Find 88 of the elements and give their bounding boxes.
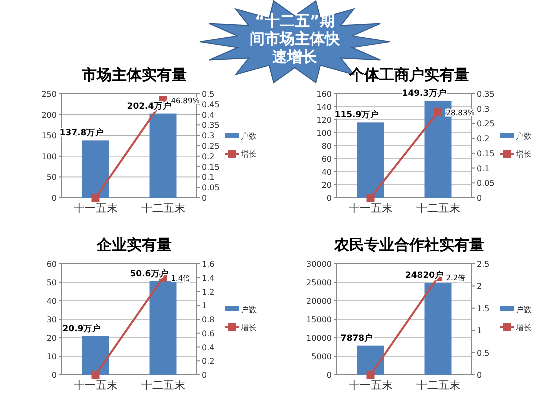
- x-tick-label: 十二五末: [416, 379, 460, 392]
- y2-tick-label: 0.4: [202, 110, 215, 120]
- y2-tick-label: 0.6: [202, 329, 215, 338]
- y2-tick-label: 0.35: [202, 121, 220, 130]
- y2-tick-label: 0.25: [202, 142, 220, 151]
- y2-tick-label: 0.2: [202, 357, 215, 366]
- y-tick-label: 10000: [306, 334, 332, 343]
- y2-tick-label: 0: [202, 194, 208, 203]
- y2-tick-label: 1.4: [202, 274, 215, 283]
- y-tick-label: 0: [52, 194, 57, 203]
- legend-label: 增长: [240, 324, 257, 332]
- y2-tick-label: 0.2: [477, 134, 490, 144]
- y-tick-label: 5000: [312, 352, 332, 362]
- y2-tick-label: 0.3: [477, 104, 490, 114]
- y-tick-label: 60: [322, 155, 332, 164]
- legend-label: 户数: [241, 132, 257, 141]
- y-tick-label: 100: [316, 129, 332, 138]
- chart-title: 个体工商户实有量: [348, 66, 470, 84]
- y2-tick-label: 0.05: [477, 179, 495, 188]
- chart-title: 农民专业合作社实有量: [334, 236, 484, 254]
- y-tick-label: 30000: [306, 260, 332, 269]
- y2-tick-label: 0.3: [202, 132, 215, 141]
- y2-tick-label: 1: [202, 302, 208, 311]
- y-tick-label: 30: [46, 316, 57, 324]
- y2-tick-label: 1: [477, 326, 482, 336]
- y2-tick-label: 2: [477, 282, 482, 292]
- y-tick-label: 80: [322, 142, 332, 151]
- y-tick-label: 25000: [306, 278, 332, 288]
- y-tick-label: 160: [316, 90, 332, 99]
- data-label: 20.9万户: [62, 323, 102, 334]
- y-tick-label: 50: [46, 278, 57, 288]
- y2-tick-label: 0: [477, 371, 482, 380]
- data-label: 137.8万户: [60, 128, 105, 139]
- y-tick-label: 40: [46, 297, 57, 306]
- x-tick-label: 十一五末: [348, 379, 393, 392]
- y2-tick-label: 0.8: [202, 316, 215, 324]
- y-tick-label: 60: [46, 260, 57, 269]
- y2-tick-label: 1.6: [202, 260, 215, 269]
- chart-title: 企业实有量: [96, 236, 172, 254]
- y2-tick-label: 0.4: [202, 343, 215, 352]
- legend-label: 增长: [240, 150, 257, 159]
- y-tick-label: 40: [322, 168, 332, 177]
- y2-tick-label: 0.5: [202, 90, 215, 99]
- y2-tick-label: 0: [477, 194, 482, 203]
- y2-tick-label: 0.25: [477, 120, 495, 129]
- x-tick-label: 十一五末: [74, 202, 118, 215]
- y2-tick-label: 0.15: [477, 149, 495, 158]
- y-tick-label: 15000: [306, 316, 332, 324]
- y-tick-label: 50: [46, 173, 57, 182]
- y-tick-label: 0: [52, 371, 57, 380]
- x-tick-label: 十一五末: [348, 202, 393, 215]
- x-tick-label: 十一五末: [74, 379, 118, 392]
- legend-label: 户数: [241, 306, 257, 314]
- y2-tick-label: 0.2: [202, 152, 215, 162]
- x-tick-label: 十二五末: [416, 202, 460, 215]
- legend-label: 户数: [516, 132, 532, 141]
- y-tick-label: 150: [42, 132, 57, 141]
- chart-title: 市场主体实有量: [81, 66, 187, 84]
- y-tick-label: 0: [326, 371, 332, 380]
- data-label: 115.9万户: [334, 110, 380, 121]
- y2-tick-label: 0.5: [477, 348, 490, 358]
- y2-tick-label: 0.05: [202, 184, 220, 193]
- y2-tick-label: 1.5: [477, 304, 490, 314]
- y-tick-label: 20: [322, 181, 332, 190]
- y-tick-label: 10: [46, 352, 57, 362]
- y-tick-label: 0: [326, 194, 332, 203]
- y2-tick-label: 0.45: [202, 100, 220, 110]
- x-tick-label: 十二五末: [141, 202, 186, 215]
- y-tick-label: 200: [42, 110, 57, 120]
- y-tick-label: 140: [316, 103, 332, 112]
- data-label: 149.3万户: [402, 88, 448, 99]
- data-label: 7878户: [340, 332, 374, 344]
- legend-label: 户数: [516, 306, 532, 314]
- y2-tick-label: 0.1: [477, 164, 490, 174]
- y2-tick-label: 0: [202, 371, 208, 380]
- legend-label: 增长: [515, 324, 532, 332]
- y-tick-label: 20: [46, 334, 57, 343]
- x-tick-label: 十二五末: [141, 379, 186, 392]
- y-tick-label: 120: [316, 116, 332, 125]
- y2-tick-label: 2.5: [477, 260, 490, 269]
- y2-tick-label: 0.35: [477, 90, 495, 99]
- y2-tick-label: 0.1: [202, 173, 215, 182]
- y2-tick-label: 0.15: [202, 162, 220, 172]
- y2-tick-label: 1.2: [202, 288, 215, 297]
- y-tick-label: 20000: [306, 297, 332, 306]
- y-tick-label: 250: [42, 90, 57, 99]
- legend-label: 增长: [515, 150, 532, 159]
- y-tick-label: 100: [42, 152, 57, 162]
